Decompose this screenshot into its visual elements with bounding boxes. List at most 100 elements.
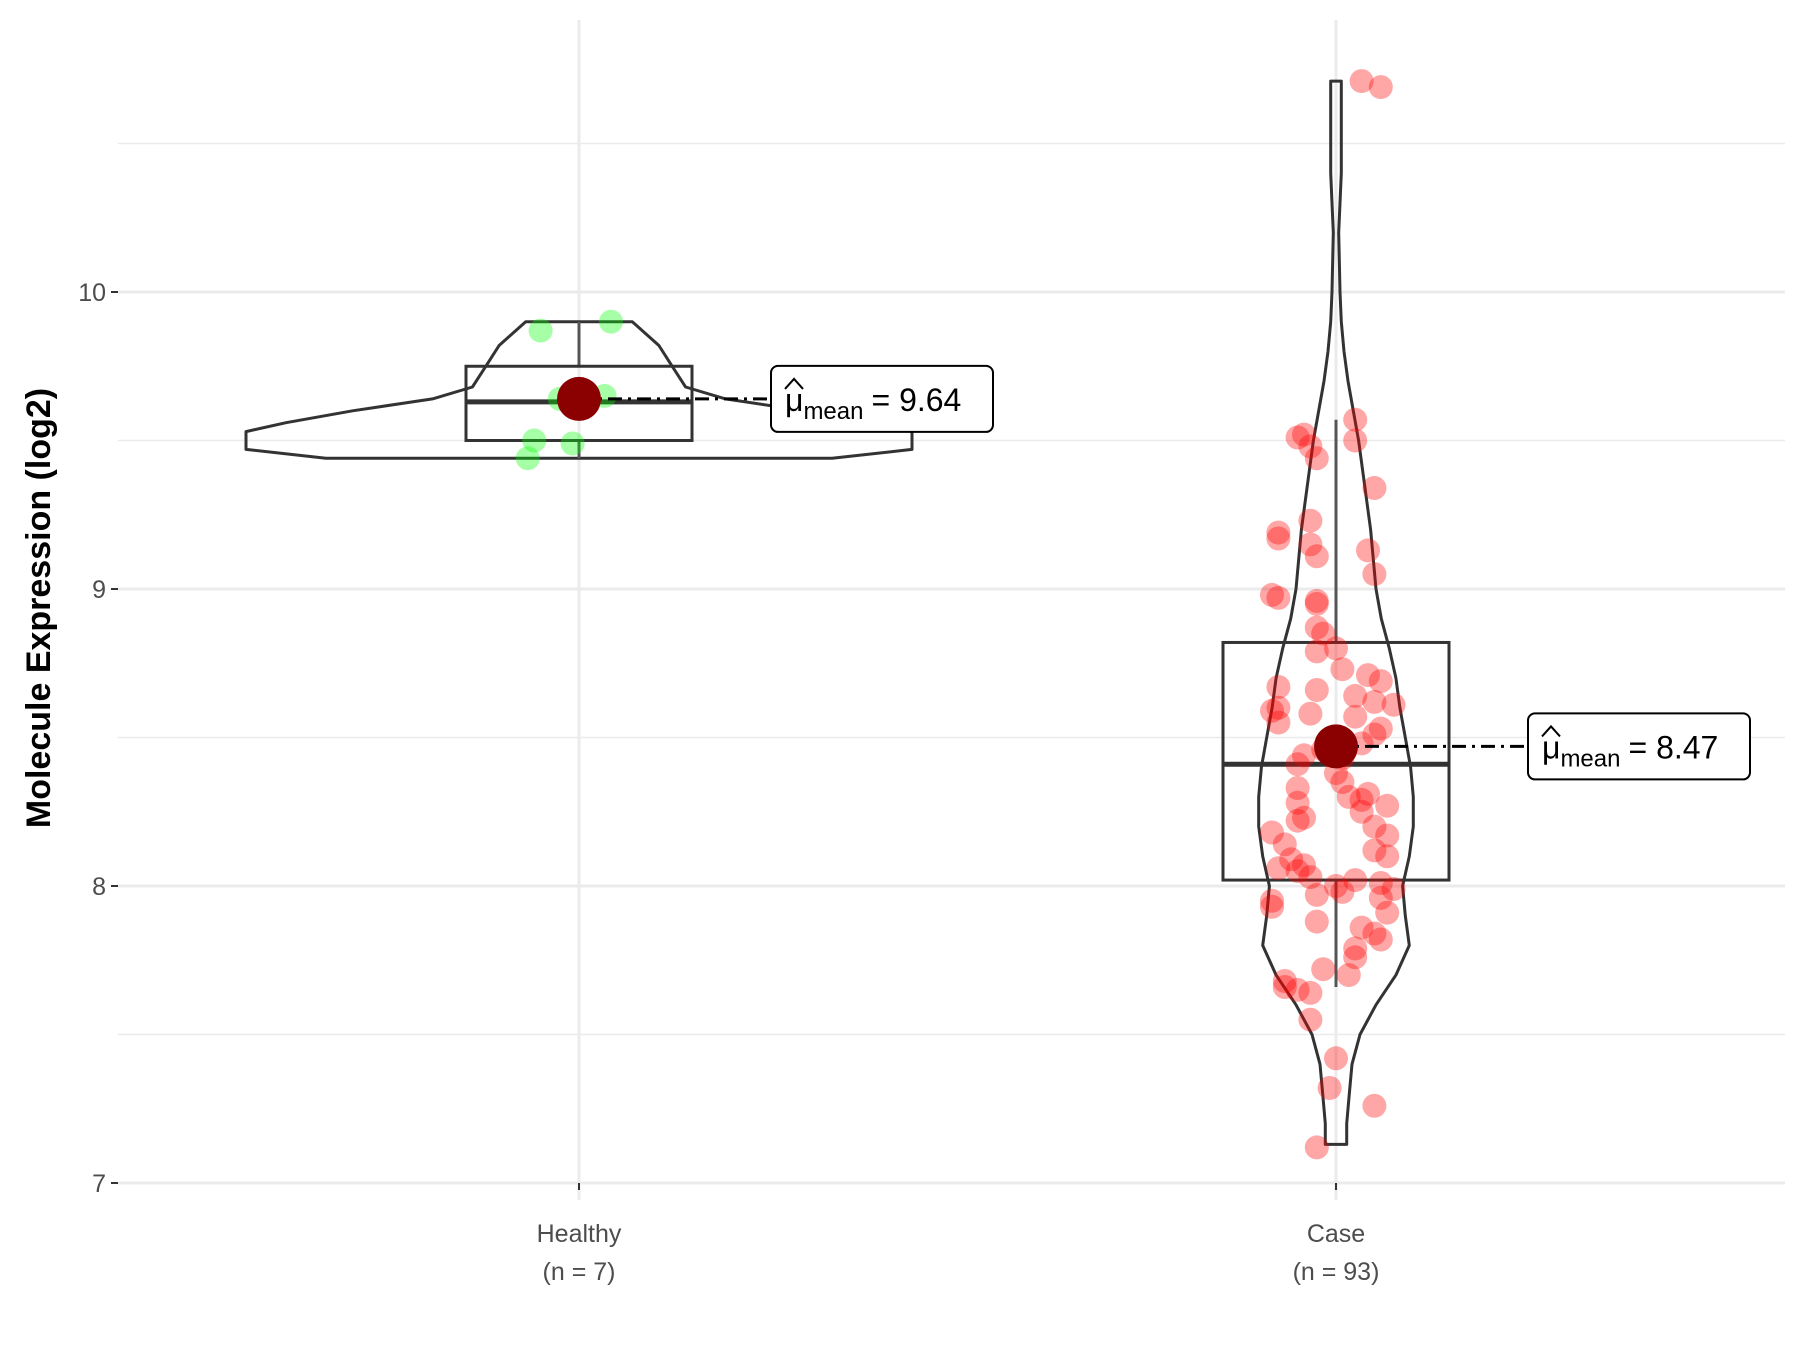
mean-label: μmean = 9.64	[785, 382, 961, 425]
y-tick-label: 7	[92, 1170, 106, 1198]
data-point	[1343, 936, 1368, 961]
data-point	[1336, 963, 1361, 988]
data-point	[1368, 669, 1393, 694]
data-point	[1260, 888, 1284, 913]
y-axis-title: Molecule Expression (log2)	[20, 388, 58, 828]
data-point	[1317, 1076, 1342, 1100]
data-point	[1260, 582, 1284, 607]
data-point	[1362, 562, 1387, 587]
grid	[118, 20, 1785, 1200]
data-point	[1381, 692, 1406, 717]
data-point	[1349, 69, 1374, 94]
data-point	[1343, 704, 1368, 729]
x-tick-label-name: Case	[1307, 1220, 1365, 1248]
data-point	[1330, 770, 1355, 795]
data-point	[1349, 787, 1374, 812]
data-point	[1292, 805, 1316, 830]
data-point	[1285, 425, 1310, 450]
data-point	[599, 309, 623, 334]
data-point	[528, 318, 553, 343]
data-point	[1304, 615, 1329, 640]
data-point	[1298, 865, 1323, 890]
data-point	[1343, 945, 1368, 970]
data-point	[515, 446, 540, 471]
data-point	[1266, 520, 1291, 545]
data-point	[1266, 695, 1291, 720]
mean-symbol: μ	[785, 382, 803, 418]
data-point	[1362, 689, 1387, 714]
data-point	[1362, 838, 1387, 863]
mean-point	[1314, 724, 1358, 769]
data-point	[1362, 921, 1387, 946]
axes: 7 8 9 10 Healthy (n = 7) Case (n = 93)	[78, 279, 1379, 1286]
data-point	[1272, 969, 1297, 993]
mean-equals: = 8.47	[1628, 729, 1718, 765]
data-point	[1311, 621, 1336, 646]
mean-equals: = 9.64	[871, 382, 961, 418]
data-point	[1279, 847, 1304, 872]
hat-mark	[784, 377, 804, 390]
data-points	[515, 69, 1406, 1160]
data-point	[1272, 975, 1297, 999]
data-point	[522, 428, 547, 453]
data-point	[1292, 422, 1316, 447]
data-point	[1285, 808, 1310, 833]
mean-label-box	[770, 364, 994, 433]
data-point	[1304, 446, 1329, 471]
data-point	[1266, 856, 1291, 881]
data-point	[1304, 591, 1329, 616]
data-point	[1304, 882, 1329, 907]
data-point	[1343, 683, 1368, 708]
data-point	[1260, 698, 1284, 723]
data-point	[1304, 678, 1329, 702]
data-point	[1298, 1007, 1323, 1032]
x-tick-label-n: (n = 93)	[1293, 1258, 1380, 1286]
data-point	[1272, 832, 1297, 857]
data-point	[1375, 900, 1400, 925]
data-point	[1311, 957, 1336, 982]
data-point	[1304, 544, 1329, 569]
mean-subscript: mean	[1560, 745, 1620, 772]
data-point	[1362, 814, 1387, 839]
data-point	[1368, 871, 1393, 895]
data-point	[1285, 977, 1310, 1002]
data-point	[1324, 636, 1348, 661]
x-tick-label-n: (n = 7)	[543, 1258, 616, 1286]
data-point	[1330, 657, 1355, 682]
data-point	[1356, 781, 1380, 806]
violins	[244, 79, 1415, 1146]
data-point	[1298, 508, 1323, 533]
hat-mark	[1541, 724, 1561, 738]
violin-case	[1257, 79, 1415, 1146]
data-point	[1375, 793, 1400, 818]
y-tick-label: 10	[78, 279, 106, 307]
data-point	[1285, 859, 1310, 884]
data-point	[1381, 877, 1406, 901]
mean-label-box	[1527, 712, 1751, 781]
data-point	[1324, 874, 1348, 898]
mean-subscript: mean	[803, 398, 863, 425]
data-point	[1368, 75, 1393, 100]
data-point	[1266, 585, 1291, 610]
data-point	[1298, 980, 1323, 1005]
data-point	[1266, 710, 1291, 735]
mean-point	[557, 376, 601, 421]
data-point	[1368, 716, 1393, 741]
data-point	[1336, 784, 1361, 809]
data-point	[1343, 868, 1368, 893]
data-point	[1298, 701, 1323, 726]
data-point	[1368, 885, 1393, 910]
data-point	[1260, 820, 1284, 845]
data-point	[1375, 844, 1400, 869]
data-point	[1356, 538, 1380, 563]
data-point	[1292, 853, 1316, 878]
data-point	[1343, 407, 1368, 432]
data-point	[1356, 663, 1380, 688]
data-point	[1285, 776, 1310, 800]
data-point	[1368, 927, 1393, 952]
data-point	[1362, 1093, 1387, 1118]
data-point	[1266, 675, 1291, 699]
data-point	[1304, 639, 1329, 664]
mean-symbol: μ	[1542, 729, 1560, 765]
